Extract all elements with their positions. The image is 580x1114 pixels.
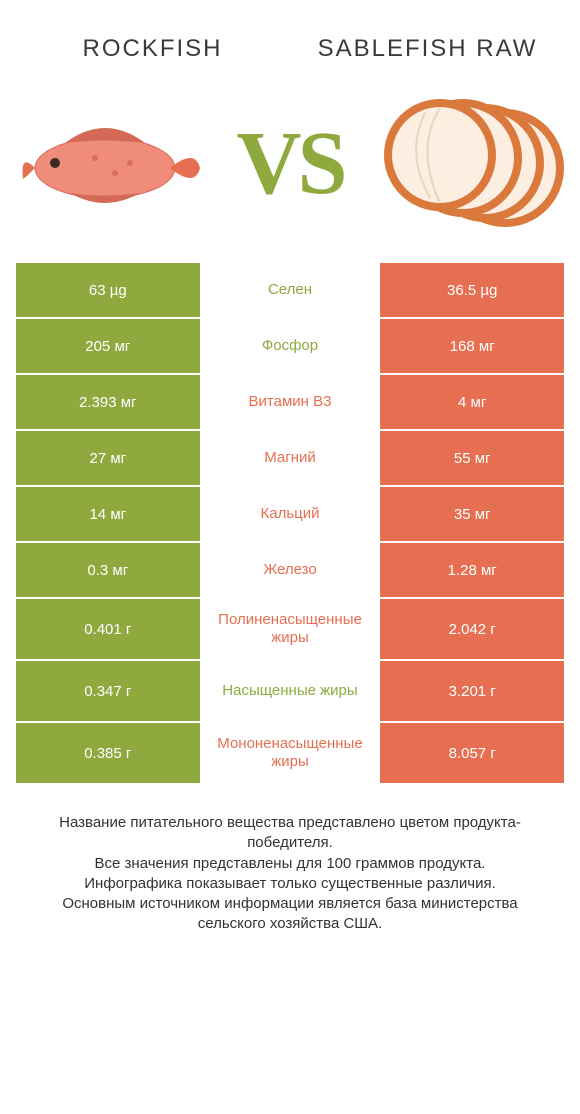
table-row: 27 мгМагний55 мг [16, 431, 564, 485]
table-row: 0.401 гПолиненасыщенные жиры2.042 г [16, 599, 564, 659]
right-value-cell: 35 мг [380, 487, 564, 541]
comparison-table: 63 µgСелен36.5 µg205 мгФосфор168 мг2.393… [0, 263, 580, 783]
images-row: VS [0, 73, 580, 263]
left-value-cell: 14 мг [16, 487, 200, 541]
nutrient-label-cell: Селен [200, 263, 381, 317]
left-value-cell: 2.393 мг [16, 375, 200, 429]
nutrient-label-cell: Магний [200, 431, 381, 485]
right-product-title: SABLEFISH RAW [315, 35, 540, 63]
right-value-cell: 8.057 г [380, 723, 564, 783]
right-value-cell: 4 мг [380, 375, 564, 429]
nutrient-label-cell: Полиненасыщенные жиры [200, 599, 381, 659]
nutrient-label-cell: Кальций [200, 487, 381, 541]
footer-line-4: Основным источником информации является … [30, 894, 550, 935]
table-row: 2.393 мгВитамин B34 мг [16, 375, 564, 429]
table-row: 14 мгКальций35 мг [16, 487, 564, 541]
right-value-cell: 2.042 г [380, 599, 564, 659]
right-value-cell: 168 мг [380, 319, 564, 373]
right-value-cell: 36.5 µg [380, 263, 564, 317]
left-value-cell: 0.347 г [16, 661, 200, 721]
left-product-title: ROCKFISH [40, 35, 265, 63]
right-product-image [370, 93, 570, 233]
vs-label: VS [236, 112, 343, 215]
right-value-cell: 3.201 г [380, 661, 564, 721]
left-value-cell: 0.385 г [16, 723, 200, 783]
table-row: 0.3 мгЖелезо1.28 мг [16, 543, 564, 597]
table-row: 205 мгФосфор168 мг [16, 319, 564, 373]
left-value-cell: 0.3 мг [16, 543, 200, 597]
table-row: 0.347 гНасыщенные жиры3.201 г [16, 661, 564, 721]
table-row: 0.385 гМононенасыщенные жиры8.057 г [16, 723, 564, 783]
footer-line-2: Все значения представлены для 100 граммо… [30, 854, 550, 874]
nutrient-label-cell: Витамин B3 [200, 375, 381, 429]
nutrient-label-cell: Мононенасыщенные жиры [200, 723, 381, 783]
nutrient-label-cell: Фосфор [200, 319, 381, 373]
left-product-image [10, 93, 210, 233]
left-value-cell: 27 мг [16, 431, 200, 485]
right-value-cell: 55 мг [380, 431, 564, 485]
footer-line-3: Инфографика показывает только существенн… [30, 874, 550, 894]
left-value-cell: 63 µg [16, 263, 200, 317]
footer-line-1: Название питательного вещества представл… [30, 813, 550, 854]
nutrient-label-cell: Насыщенные жиры [200, 661, 381, 721]
right-value-cell: 1.28 мг [380, 543, 564, 597]
table-row: 63 µgСелен36.5 µg [16, 263, 564, 317]
footer-note: Название питательного вещества представл… [0, 785, 580, 935]
left-value-cell: 205 мг [16, 319, 200, 373]
header-row: ROCKFISH SABLEFISH RAW [0, 0, 580, 73]
left-value-cell: 0.401 г [16, 599, 200, 659]
nutrient-label-cell: Железо [200, 543, 381, 597]
